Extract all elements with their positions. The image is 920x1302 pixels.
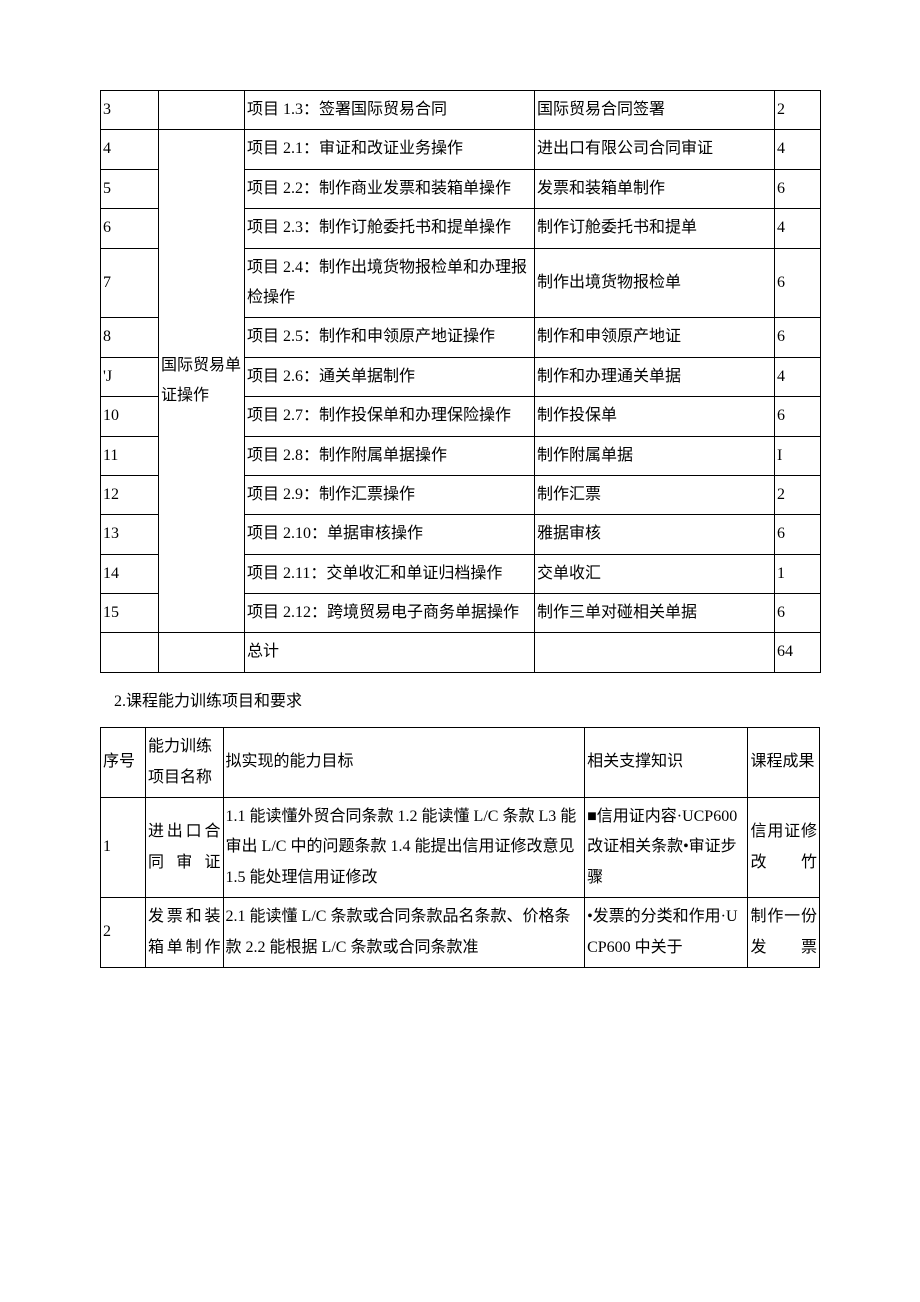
item-hours: 4 bbox=[775, 209, 821, 248]
empty-cell bbox=[535, 633, 775, 672]
item-name: 项目 2.6：通关单据制作 bbox=[245, 357, 535, 396]
item-hours: 6 bbox=[775, 318, 821, 357]
item-hours: 4 bbox=[775, 130, 821, 169]
section-caption: 2.课程能力训练项目和要求 bbox=[114, 687, 820, 717]
empty-cell bbox=[101, 633, 159, 672]
item-hours: 2 bbox=[775, 91, 821, 130]
course-result: 制作一份发票 bbox=[748, 898, 820, 968]
ability-target: 2.1 能读懂 L/C 条款或合同条款品名条款、价格条款 2.2 能根据 L/C… bbox=[223, 898, 585, 968]
item-name: 项目 2.7：制作投保单和办理保险操作 bbox=[245, 397, 535, 436]
item-name: 项目 2.2：制作商业发票和装箱单操作 bbox=[245, 169, 535, 208]
item-hours: 6 bbox=[775, 248, 821, 318]
item-hours: 6 bbox=[775, 169, 821, 208]
item-hours: 6 bbox=[775, 515, 821, 554]
table-row: 4国际贸易单证操作项目 2.1：审证和改证业务操作进出口有限公司合同审证4 bbox=[101, 130, 821, 169]
row-number: 13 bbox=[101, 515, 159, 554]
row-number: 11 bbox=[101, 436, 159, 475]
project-name: 发票和装箱单制作 bbox=[145, 898, 223, 968]
item-hours: 6 bbox=[775, 594, 821, 633]
item-topic: 制作订舱委托书和提单 bbox=[535, 209, 775, 248]
header-cell: 拟实现的能力目标 bbox=[223, 728, 585, 798]
item-hours: I bbox=[775, 436, 821, 475]
item-hours: 6 bbox=[775, 397, 821, 436]
item-topic: 制作投保单 bbox=[535, 397, 775, 436]
row-number: 10 bbox=[101, 397, 159, 436]
item-name: 项目 1.3：签署国际贸易合同 bbox=[245, 91, 535, 130]
item-name: 项目 2.3：制作订舱委托书和提单操作 bbox=[245, 209, 535, 248]
header-cell: 相关支撑知识 bbox=[585, 728, 748, 798]
row-number: 6 bbox=[101, 209, 159, 248]
row-number: 8 bbox=[101, 318, 159, 357]
course-result: 信用证修改竹 bbox=[748, 798, 820, 898]
empty-cell bbox=[159, 633, 245, 672]
table-row: 2发票和装箱单制作2.1 能读懂 L/C 条款或合同条款品名条款、价格条款 2.… bbox=[101, 898, 820, 968]
item-topic: 交单收汇 bbox=[535, 554, 775, 593]
support-knowledge: ■信用证内容·UCP600 改证相关条款•审证步骤 bbox=[585, 798, 748, 898]
category-cell bbox=[159, 91, 245, 130]
item-topic: 雅据审核 bbox=[535, 515, 775, 554]
row-number: 'J bbox=[101, 357, 159, 396]
item-name: 项目 2.1：审证和改证业务操作 bbox=[245, 130, 535, 169]
training-items-table: 序号能力训练项目名称拟实现的能力目标相关支撑知识课程成果1进出口合同审证1.1 … bbox=[100, 727, 820, 968]
row-number: 15 bbox=[101, 594, 159, 633]
row-number: 3 bbox=[101, 91, 159, 130]
item-name: 项目 2.10：单据审核操作 bbox=[245, 515, 535, 554]
item-topic: 制作汇票 bbox=[535, 475, 775, 514]
total-label: 总计 bbox=[245, 633, 535, 672]
row-number: 1 bbox=[101, 798, 146, 898]
header-row: 序号能力训练项目名称拟实现的能力目标相关支撑知识课程成果 bbox=[101, 728, 820, 798]
total-row: 总计 64 bbox=[101, 633, 821, 672]
row-number: 5 bbox=[101, 169, 159, 208]
row-number: 4 bbox=[101, 130, 159, 169]
item-topic: 制作和办理通关单据 bbox=[535, 357, 775, 396]
item-hours: 4 bbox=[775, 357, 821, 396]
item-name: 项目 2.9：制作汇票操作 bbox=[245, 475, 535, 514]
item-topic: 制作出境货物报检单 bbox=[535, 248, 775, 318]
ability-target: 1.1 能读懂外贸合同条款 1.2 能读懂 L/C 条款 L3 能审出 L/C … bbox=[223, 798, 585, 898]
header-cell: 课程成果 bbox=[748, 728, 820, 798]
item-topic: 发票和装箱单制作 bbox=[535, 169, 775, 208]
item-topic: 制作附属单据 bbox=[535, 436, 775, 475]
item-topic: 国际贸易合同签署 bbox=[535, 91, 775, 130]
item-hours: 2 bbox=[775, 475, 821, 514]
row-number: 14 bbox=[101, 554, 159, 593]
course-items-table: 3项目 1.3：签署国际贸易合同国际贸易合同签署24国际贸易单证操作项目 2.1… bbox=[100, 90, 821, 673]
project-name: 进出口合同审证 bbox=[145, 798, 223, 898]
support-knowledge: •发票的分类和作用·UCP600 中关于 bbox=[585, 898, 748, 968]
item-topic: 进出口有限公司合同审证 bbox=[535, 130, 775, 169]
item-name: 项目 2.4：制作出境货物报检单和办理报检操作 bbox=[245, 248, 535, 318]
item-name: 项目 2.5：制作和申领原产地证操作 bbox=[245, 318, 535, 357]
table-row: 3 项目 1.3：签署国际贸易合同国际贸易合同签署2 bbox=[101, 91, 821, 130]
table-row: 1进出口合同审证1.1 能读懂外贸合同条款 1.2 能读懂 L/C 条款 L3 … bbox=[101, 798, 820, 898]
item-hours: 1 bbox=[775, 554, 821, 593]
header-cell: 能力训练项目名称 bbox=[145, 728, 223, 798]
item-topic: 制作三单对碰相关单据 bbox=[535, 594, 775, 633]
row-number: 2 bbox=[101, 898, 146, 968]
row-number: 7 bbox=[101, 248, 159, 318]
total-value: 64 bbox=[775, 633, 821, 672]
item-name: 项目 2.12：跨境贸易电子商务单据操作 bbox=[245, 594, 535, 633]
row-number: 12 bbox=[101, 475, 159, 514]
category-cell: 国际贸易单证操作 bbox=[159, 130, 245, 633]
item-name: 项目 2.11：交单收汇和单证归档操作 bbox=[245, 554, 535, 593]
header-cell: 序号 bbox=[101, 728, 146, 798]
item-name: 项目 2.8：制作附属单据操作 bbox=[245, 436, 535, 475]
item-topic: 制作和申领原产地证 bbox=[535, 318, 775, 357]
